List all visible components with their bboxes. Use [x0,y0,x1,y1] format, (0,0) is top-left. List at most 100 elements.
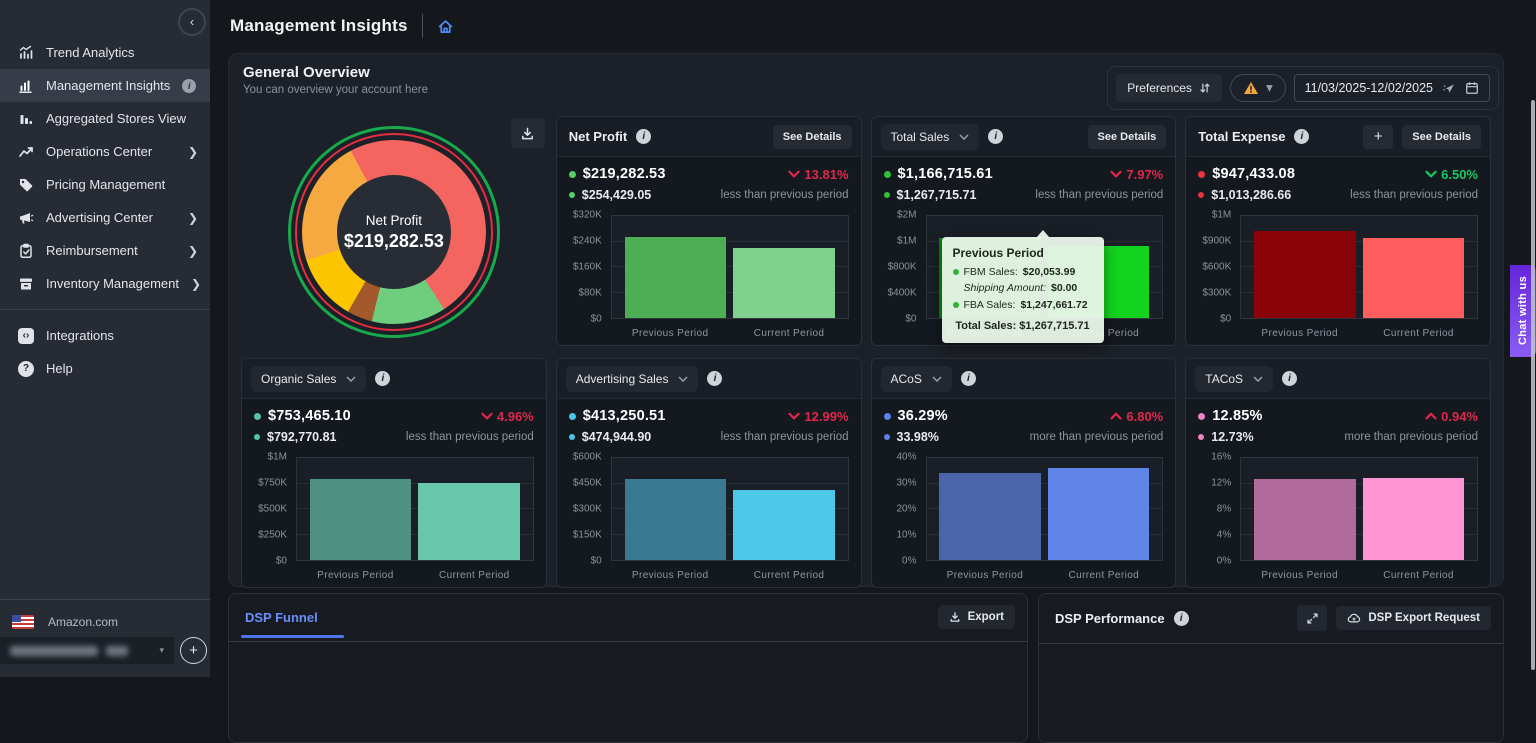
sidebar-item-aggregated-stores-view[interactable]: Aggregated Stores View [0,102,210,135]
comparison-subtext: less than previous period [721,431,849,443]
previous-period-bar[interactable] [310,479,411,560]
sidebar-item-trend-analytics[interactable]: Trend Analytics [0,36,210,69]
y-axis-tick: $0 [905,314,916,325]
current-period-bar[interactable] [733,490,834,560]
sidebar-item-label: Inventory Management [46,276,179,291]
tooltip-row: Shipping Amount:$0.00 [953,280,1093,296]
plot-area [1240,215,1478,319]
trend-arrow-icon [788,170,800,178]
previous-period-bar[interactable] [625,237,726,318]
metric-selector[interactable]: Total Sales [881,124,980,150]
change-indicator: 12.99% [788,409,848,424]
change-percent: 0.94% [1441,409,1478,424]
kpi-values: 12.85% 0.94% 12.73% more than previous p… [1186,399,1490,444]
date-range-picker[interactable]: 11/03/2025-12/02/2025 [1294,74,1490,102]
sidebar-item-label: Trend Analytics [46,45,134,60]
kpi-card-header: Net Profit i See Details [557,117,861,157]
x-axis-labels: Previous Period Current Period [926,570,1164,581]
download-button[interactable] [511,118,545,148]
y-axis-tick: $1M [268,452,287,463]
sidebar-item-label: Operations Center [46,144,152,159]
current-period-bar[interactable] [418,483,519,560]
x-label-current-period: Current Period [1044,570,1163,581]
chevron-right-icon: ❯ [188,211,198,225]
trend-arrow-icon [481,412,493,420]
sidebar-item-reimbursement[interactable]: Reimbursement ❯ [0,234,210,267]
change-percent: 13.81% [804,167,848,182]
calendar-icon[interactable] [1465,81,1479,95]
add-account-button[interactable]: + [180,637,207,664]
net-profit-donut-chart[interactable]: Net Profit $219,282.53 [288,126,500,338]
current-value-dot [884,171,891,178]
sidebar-item-integrations[interactable]: ‹› Integrations [0,319,210,352]
export-button[interactable]: Export [938,605,1015,629]
kpi-card: Total Expense i + See Details $947,433.0… [1185,116,1491,346]
previous-value: $254,429.05 [582,188,652,202]
previous-period-bar[interactable] [1254,479,1355,560]
current-period-bar[interactable] [1363,478,1464,560]
tooltip-row: FBA Sales:$1,247,661.72 [953,297,1093,313]
info-icon[interactable]: i [961,371,976,386]
current-period-bar[interactable] [1363,238,1464,318]
home-icon[interactable] [437,18,454,35]
info-icon[interactable]: i [707,371,722,386]
account-selector[interactable]: ▾ [0,637,174,664]
paper-plane-icon [1442,82,1456,95]
previous-value: $792,770.81 [267,430,337,444]
dsp-export-request-button[interactable]: DSP Export Request [1336,606,1491,630]
current-value-dot [884,413,891,420]
metric-selector[interactable]: ACoS [881,366,952,392]
kpi-card-header: Advertising Sales i [557,359,861,399]
y-axis-tick: 0% [1217,556,1231,567]
info-icon[interactable]: i [1294,129,1309,144]
info-icon[interactable]: i [182,79,196,93]
see-details-button[interactable]: See Details [1088,125,1167,149]
previous-value-dot [884,192,890,198]
sidebar-item-inventory-management[interactable]: Inventory Management ❯ [0,267,210,300]
kpi-values: $219,282.53 13.81% $254,429.05 less than… [557,157,861,202]
sidebar-item-help[interactable]: ? Help [0,352,210,385]
previous-period-bar[interactable] [939,473,1040,560]
alerts-dropdown[interactable]: ▾ [1230,74,1286,102]
add-expense-button[interactable]: + [1363,125,1393,149]
sidebar-item-label: Advertising Center [46,210,153,225]
current-value: 36.29% [898,408,948,424]
kpi-values: $413,250.51 12.99% $474,944.90 less than… [557,399,861,444]
chevron-right-icon: ❯ [188,145,198,159]
dsp-funnel-panel: DSP Funnel Export [228,593,1028,743]
sidebar-collapse-button[interactable]: ‹ [178,8,206,36]
kpi-values: $753,465.10 4.96% $792,770.81 less than … [242,399,546,444]
info-icon[interactable]: i [1282,371,1297,386]
current-period-bar[interactable] [1048,468,1149,561]
previous-period-bar[interactable] [1254,231,1355,318]
sidebar-item-advertising-center[interactable]: Advertising Center ❯ [0,201,210,234]
x-axis-labels: Previous Period Current Period [1240,570,1478,581]
metric-selector[interactable]: Organic Sales [251,366,366,392]
metric-selector[interactable]: TACoS [1195,366,1273,392]
expand-button[interactable] [1297,605,1327,631]
y-axis-tick: $600K [1202,262,1231,273]
dsp-funnel-tab[interactable]: DSP Funnel [245,610,318,625]
current-period-bar[interactable] [733,248,834,318]
previous-period-bar[interactable] [625,479,726,560]
info-icon[interactable]: i [988,129,1003,144]
period-bar-chart: $0$80K$160K$240K$320K Previous Period Cu… [563,213,851,339]
sidebar-item-pricing-management[interactable]: Pricing Management [0,168,210,201]
current-value: $413,250.51 [583,408,666,424]
info-icon[interactable]: i [1174,611,1189,626]
kpi-card-header: Total Expense i + See Details [1186,117,1490,157]
info-icon[interactable]: i [636,129,651,144]
see-details-button[interactable]: See Details [773,125,852,149]
preferences-button[interactable]: Preferences [1116,74,1222,102]
current-value-dot [254,413,261,420]
sidebar-item-management-insights[interactable]: Management Insights i [0,69,210,102]
kpi-card-header: Organic Sales i [242,359,546,399]
kpi-card: Advertising Sales i $413,250.51 12.99% $… [556,358,862,588]
metric-selector[interactable]: Advertising Sales [566,366,699,392]
scrollbar[interactable] [1531,100,1535,670]
tooltip-title: Previous Period [953,246,1093,260]
x-axis-labels: Previous Period Current Period [296,570,534,581]
sidebar-item-operations-center[interactable]: Operations Center ❯ [0,135,210,168]
see-details-button[interactable]: See Details [1402,125,1481,149]
info-icon[interactable]: i [375,371,390,386]
